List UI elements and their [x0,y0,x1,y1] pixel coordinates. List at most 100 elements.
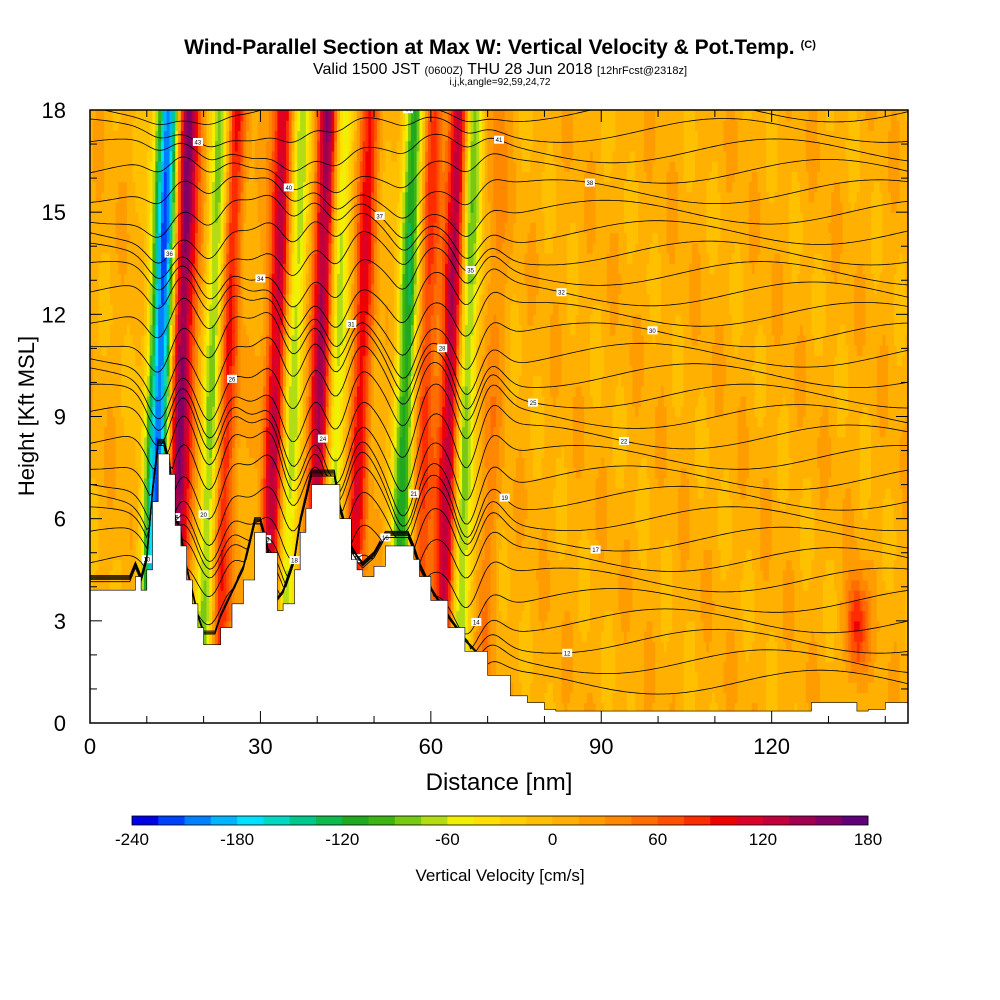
velocity-cell [98,253,102,264]
velocity-cell [104,283,108,295]
velocity-cell [126,120,131,132]
velocity-cell [107,559,111,571]
velocity-cell [163,181,168,193]
velocity-cell [92,426,97,438]
velocity-cell [109,201,114,213]
velocity-cell [115,528,119,540]
velocity-cell [118,365,122,377]
velocity-cell [109,283,114,295]
velocity-cell [107,201,111,213]
velocity-cell [152,385,156,397]
velocity-cell [149,528,154,540]
velocity-cell [121,314,125,326]
velocity-cell [109,365,114,377]
velocity-cell [132,375,137,387]
velocity-cell [158,130,162,142]
velocity-cell [98,579,102,591]
velocity-cell [149,263,154,275]
velocity-cell [95,201,100,213]
velocity-cell [124,150,128,162]
velocity-cell [98,222,102,234]
velocity-cell [138,263,142,275]
velocity-cell [129,304,134,315]
velocity-cell [107,385,111,397]
velocity-cell [132,528,137,540]
velocity-cell [104,212,108,223]
velocity-cell [101,344,105,356]
velocity-cell [115,130,119,142]
velocity-cell [155,344,159,356]
velocity-cell [169,232,173,244]
velocity-cell [124,477,128,489]
velocity-cell [95,232,100,244]
velocity-cell [92,201,97,213]
velocity-cell [126,355,131,367]
velocity-cell [152,314,156,326]
velocity-cell [115,426,119,438]
velocity-cell [132,242,137,254]
velocity-cell [109,477,114,489]
velocity-cell [146,406,151,418]
velocity-cell [109,375,114,387]
velocity-cell [101,334,105,346]
velocity-cell [166,334,171,346]
velocity-cell [166,304,171,315]
velocity-cell [95,283,100,295]
velocity-cell [169,457,173,469]
velocity-cell [161,253,165,264]
velocity-cell [132,263,137,275]
velocity-cell [118,273,122,285]
velocity-cell [163,344,168,356]
velocity-cell [90,385,94,397]
velocity-cell [138,304,142,315]
velocity-cell [112,263,117,275]
velocity-cell [146,396,151,407]
velocity-cell [115,457,119,469]
velocity-cell [95,130,100,142]
velocity-cell [118,416,122,428]
velocity-cell [90,181,94,193]
velocity-cell [115,242,119,254]
velocity-cell [135,375,139,387]
velocity-cell [166,314,171,326]
velocity-cell [118,140,122,152]
velocity-cell [155,477,159,489]
velocity-cell [112,273,117,285]
velocity-cell [141,242,145,254]
velocity-cell [107,416,111,428]
velocity-cell [107,293,111,305]
velocity-cell [115,212,119,223]
velocity-cell [141,273,145,285]
velocity-cell [146,242,151,254]
velocity-cell [141,539,145,550]
velocity-cell [138,477,142,489]
velocity-cell [92,171,97,183]
velocity-cell [132,212,137,223]
velocity-cell [124,344,128,356]
velocity-cell [92,467,97,479]
velocity-cell [98,344,102,356]
velocity-cell [112,293,117,305]
velocity-cell [155,396,159,407]
velocity-cell [98,140,102,152]
velocity-cell [107,498,111,510]
velocity-cell [132,283,137,295]
velocity-cell [138,293,142,305]
velocity-cell [121,508,125,520]
velocity-cell [143,201,148,213]
velocity-cell [129,426,134,438]
velocity-cell [141,579,145,591]
velocity-cell [169,304,173,315]
velocity-cell [126,549,131,561]
velocity-cell [101,355,105,367]
velocity-cell [95,344,100,356]
velocity-cell [163,273,168,285]
velocity-cell [95,273,100,285]
velocity-cell [112,406,117,418]
velocity-cell [126,150,131,162]
velocity-cell [141,436,145,448]
velocity-cell [155,365,159,377]
velocity-cell [146,355,151,367]
velocity-cell [95,406,100,418]
velocity-cell [109,324,114,336]
